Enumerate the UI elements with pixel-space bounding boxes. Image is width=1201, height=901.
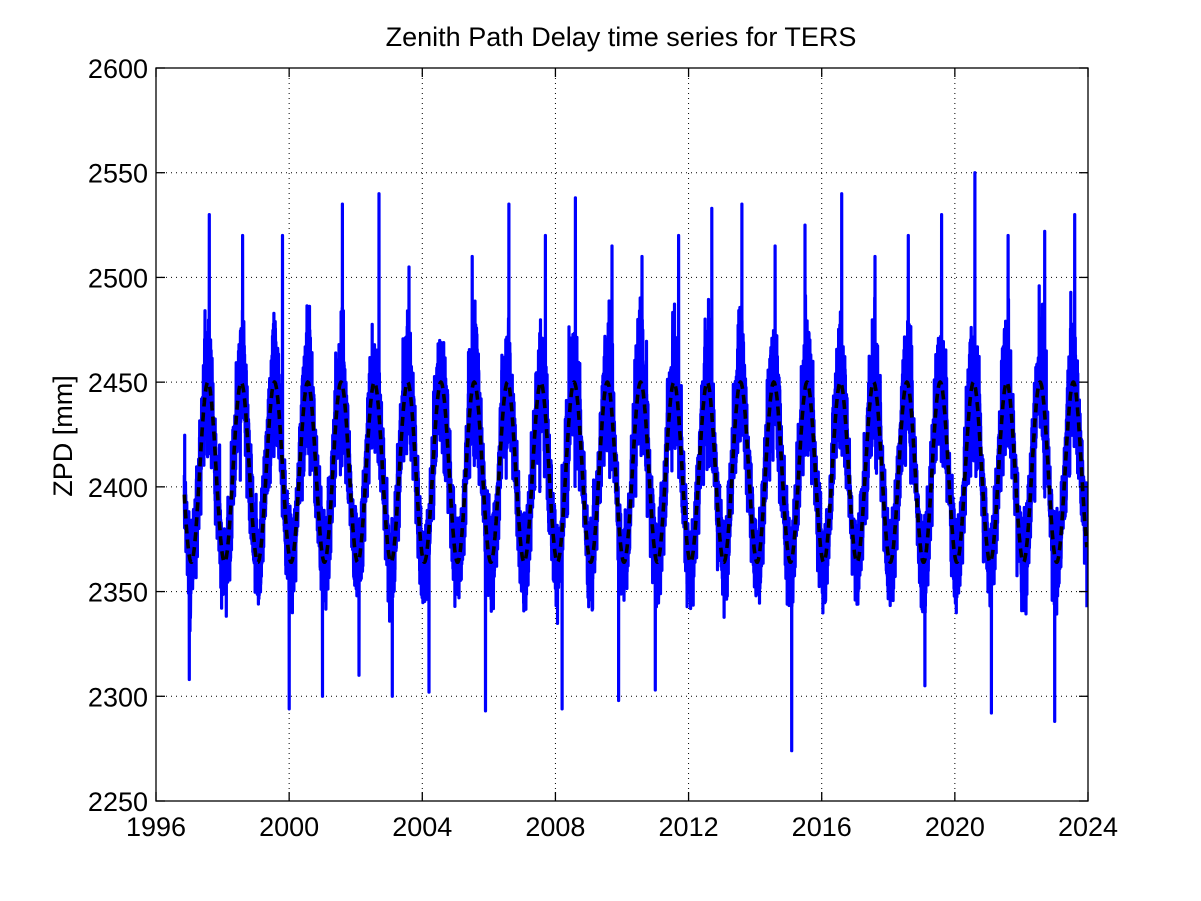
zpd-raw-series-line	[182, 171, 1088, 753]
chart-title: Zenith Path Delay time series for TERS	[386, 22, 857, 52]
axes-frame	[155, 67, 1089, 802]
x-tick-label: 2008	[525, 812, 585, 842]
x-tick-label: 2004	[392, 812, 452, 842]
x-tick-label: 2000	[259, 812, 319, 842]
y-tick-label: 2350	[88, 578, 148, 608]
y-tick-label: 2400	[88, 473, 148, 503]
y-tick-label: 2600	[88, 54, 148, 84]
y-axis-label: ZPD [mm]	[48, 375, 78, 497]
y-tick-label: 2500	[88, 263, 148, 293]
x-tick-label: 1996	[126, 812, 186, 842]
axis-ticks: 1996 2000 2004 2008 2012 2016 2020 2024 2250 2300…	[88, 54, 1118, 842]
y-tick-label: 2250	[88, 787, 148, 817]
plot-area	[182, 171, 1088, 753]
x-tick-label: 2024	[1058, 812, 1118, 842]
x-tick-label: 2020	[925, 812, 985, 842]
y-tick-label: 2550	[88, 159, 148, 189]
x-tick-label: 2012	[659, 812, 719, 842]
x-tick-label: 2016	[792, 812, 852, 842]
y-tick-label: 2450	[88, 368, 148, 398]
y-tick-label: 2300	[88, 682, 148, 712]
